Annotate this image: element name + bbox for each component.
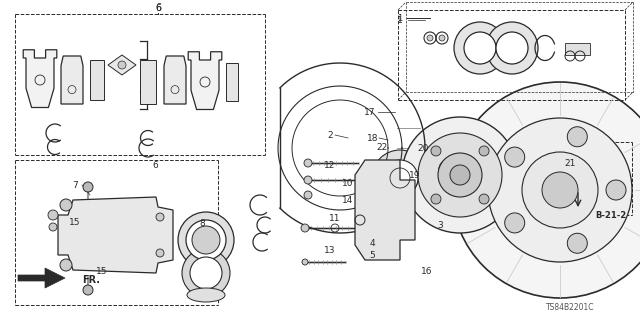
Bar [565, 43, 590, 55]
Text: 15: 15 [69, 218, 81, 227]
Text: 1: 1 [397, 15, 403, 25]
Text: 17: 17 [364, 108, 376, 116]
Circle shape [156, 213, 164, 221]
Text: 6: 6 [155, 4, 161, 12]
Text: 2: 2 [327, 131, 333, 140]
Circle shape [488, 118, 632, 262]
Circle shape [567, 233, 588, 253]
Circle shape [431, 146, 441, 156]
Text: 22: 22 [376, 142, 388, 151]
Text: 3: 3 [437, 220, 443, 229]
Text: 5: 5 [369, 251, 375, 260]
Polygon shape [188, 52, 222, 109]
Circle shape [301, 224, 309, 232]
Circle shape [304, 191, 312, 199]
Circle shape [450, 165, 470, 185]
Text: 18: 18 [367, 133, 379, 142]
Circle shape [505, 147, 525, 167]
Text: TS84B2201C: TS84B2201C [546, 303, 595, 313]
Circle shape [83, 182, 93, 192]
Text: 21: 21 [564, 158, 576, 167]
Text: 13: 13 [324, 245, 336, 254]
Circle shape [190, 257, 222, 289]
Text: 11: 11 [329, 213, 340, 222]
Polygon shape [18, 268, 65, 288]
Text: 16: 16 [421, 268, 433, 276]
Text: 15: 15 [96, 268, 108, 276]
Polygon shape [355, 160, 415, 260]
Circle shape [496, 32, 528, 64]
Circle shape [418, 133, 502, 217]
Circle shape [439, 35, 445, 41]
Polygon shape [164, 56, 186, 104]
Circle shape [479, 194, 489, 204]
Circle shape [186, 220, 226, 260]
Circle shape [522, 152, 598, 228]
Text: 1: 1 [397, 13, 403, 22]
Circle shape [60, 199, 72, 211]
Circle shape [302, 259, 308, 265]
Circle shape [83, 285, 93, 295]
Circle shape [182, 249, 230, 297]
Circle shape [542, 172, 578, 208]
Circle shape [178, 212, 234, 268]
Circle shape [464, 32, 496, 64]
Polygon shape [61, 56, 83, 104]
Circle shape [192, 226, 220, 254]
Circle shape [567, 127, 588, 147]
Text: 19: 19 [409, 171, 420, 180]
Bar [140, 60, 156, 104]
Circle shape [118, 61, 126, 69]
Polygon shape [23, 50, 57, 108]
Circle shape [382, 160, 418, 196]
Text: 9: 9 [64, 201, 70, 210]
Circle shape [505, 213, 525, 233]
Text: 7: 7 [72, 180, 78, 189]
Text: 14: 14 [342, 196, 354, 204]
Circle shape [304, 159, 312, 167]
Circle shape [49, 223, 57, 231]
Text: 8: 8 [199, 219, 205, 228]
Text: 6: 6 [155, 3, 161, 13]
Circle shape [60, 259, 72, 271]
Circle shape [454, 22, 506, 74]
Circle shape [156, 249, 164, 257]
Circle shape [486, 22, 538, 74]
Text: B-21-2: B-21-2 [595, 211, 627, 220]
Circle shape [431, 194, 441, 204]
Circle shape [304, 176, 312, 184]
Text: 10: 10 [342, 179, 354, 188]
Text: FR.: FR. [82, 275, 100, 285]
Polygon shape [108, 55, 136, 75]
Circle shape [479, 146, 489, 156]
Polygon shape [58, 197, 173, 273]
Circle shape [438, 153, 482, 197]
Ellipse shape [187, 288, 225, 302]
Circle shape [427, 35, 433, 41]
Circle shape [606, 180, 626, 200]
Text: 6: 6 [152, 161, 158, 170]
Circle shape [48, 210, 58, 220]
Circle shape [452, 82, 640, 298]
Text: 12: 12 [324, 161, 336, 170]
Text: 4: 4 [369, 238, 375, 247]
Text: 20: 20 [417, 143, 429, 153]
Bar [90, 60, 104, 100]
Circle shape [402, 117, 518, 233]
Circle shape [372, 150, 428, 206]
Bar [226, 63, 238, 101]
